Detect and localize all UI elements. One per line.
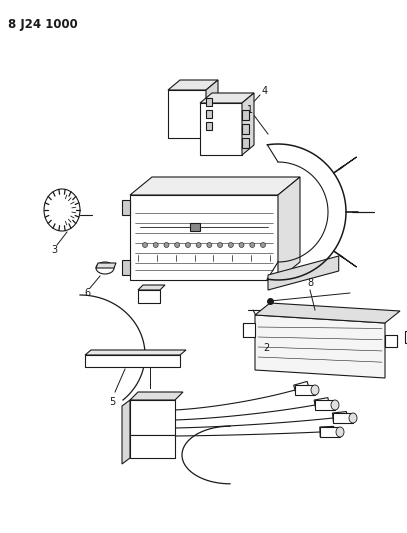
Text: 2: 2 <box>263 343 269 353</box>
Circle shape <box>186 243 190 247</box>
Text: 5: 5 <box>109 397 115 407</box>
Polygon shape <box>339 157 357 169</box>
Polygon shape <box>320 426 334 437</box>
Polygon shape <box>190 223 200 231</box>
Circle shape <box>196 243 201 247</box>
Polygon shape <box>242 110 249 120</box>
Polygon shape <box>339 254 357 267</box>
Polygon shape <box>138 285 165 290</box>
Polygon shape <box>130 435 175 458</box>
Polygon shape <box>130 400 175 435</box>
Text: 6: 6 <box>84 288 90 298</box>
Polygon shape <box>278 177 300 280</box>
Polygon shape <box>168 90 206 138</box>
Polygon shape <box>96 263 116 268</box>
Polygon shape <box>130 195 278 280</box>
Polygon shape <box>315 400 335 410</box>
Polygon shape <box>242 138 249 148</box>
Ellipse shape <box>349 413 357 423</box>
Polygon shape <box>295 385 315 395</box>
Polygon shape <box>130 177 300 195</box>
Circle shape <box>153 243 158 247</box>
Polygon shape <box>206 110 212 118</box>
Circle shape <box>142 243 147 247</box>
Text: 8: 8 <box>307 278 313 288</box>
Polygon shape <box>242 124 249 134</box>
Polygon shape <box>168 80 218 90</box>
Polygon shape <box>200 93 254 103</box>
Polygon shape <box>255 303 400 323</box>
Polygon shape <box>122 260 130 275</box>
Polygon shape <box>333 411 348 423</box>
Polygon shape <box>206 80 218 138</box>
Polygon shape <box>320 427 340 437</box>
Circle shape <box>250 243 255 247</box>
Circle shape <box>207 243 212 247</box>
Ellipse shape <box>331 400 339 410</box>
Text: 7: 7 <box>149 353 155 363</box>
Polygon shape <box>122 400 130 464</box>
Text: 4: 4 <box>262 86 268 96</box>
Text: 8 J24 1000: 8 J24 1000 <box>8 18 78 31</box>
Polygon shape <box>200 103 242 155</box>
Polygon shape <box>206 98 212 106</box>
Polygon shape <box>242 93 254 155</box>
Circle shape <box>260 243 265 247</box>
Polygon shape <box>385 335 397 347</box>
Ellipse shape <box>96 262 114 274</box>
Circle shape <box>228 243 233 247</box>
Polygon shape <box>85 355 180 367</box>
Polygon shape <box>333 413 353 423</box>
Polygon shape <box>255 315 385 378</box>
Polygon shape <box>138 290 160 303</box>
Circle shape <box>239 243 244 247</box>
Polygon shape <box>85 350 186 355</box>
Polygon shape <box>405 331 407 343</box>
Text: 1: 1 <box>247 105 253 115</box>
Circle shape <box>218 243 223 247</box>
Circle shape <box>175 243 179 247</box>
Ellipse shape <box>311 385 319 395</box>
Polygon shape <box>268 256 339 290</box>
Polygon shape <box>294 382 310 395</box>
Polygon shape <box>122 200 130 215</box>
Polygon shape <box>314 398 330 410</box>
Circle shape <box>164 243 169 247</box>
Polygon shape <box>130 392 183 400</box>
Ellipse shape <box>336 427 344 437</box>
Polygon shape <box>206 122 212 130</box>
Text: 3: 3 <box>51 245 57 255</box>
Polygon shape <box>243 323 255 337</box>
